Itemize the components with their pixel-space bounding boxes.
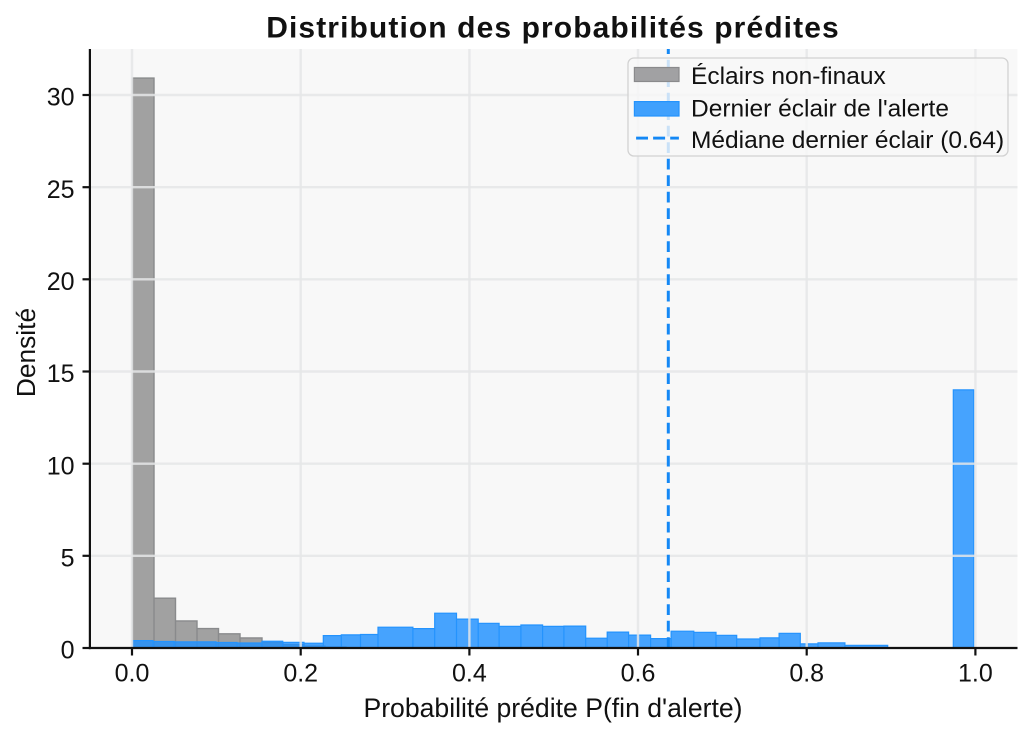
svg-text:Éclairs non-finaux: Éclairs non-finaux bbox=[691, 63, 886, 90]
svg-text:10: 10 bbox=[47, 452, 75, 480]
svg-text:20: 20 bbox=[47, 268, 75, 296]
svg-text:Dernier éclair de l'alerte: Dernier éclair de l'alerte bbox=[691, 96, 949, 123]
svg-text:0: 0 bbox=[61, 637, 75, 665]
svg-text:0.6: 0.6 bbox=[621, 660, 656, 688]
svg-text:0.8: 0.8 bbox=[789, 660, 824, 688]
svg-text:Probabilité prédite P(fin d'al: Probabilité prédite P(fin d'alerte) bbox=[363, 693, 742, 723]
svg-text:30: 30 bbox=[47, 84, 75, 112]
svg-text:Médiane dernier éclair (0.64): Médiane dernier éclair (0.64) bbox=[691, 127, 1004, 154]
svg-text:25: 25 bbox=[47, 176, 75, 204]
svg-text:Densité: Densité bbox=[11, 308, 41, 397]
svg-text:0.2: 0.2 bbox=[283, 660, 318, 688]
svg-text:5: 5 bbox=[61, 544, 75, 572]
svg-text:15: 15 bbox=[47, 360, 75, 388]
svg-text:0.0: 0.0 bbox=[115, 660, 150, 688]
svg-text:0.4: 0.4 bbox=[452, 660, 487, 688]
svg-text:Distribution des probabilités: Distribution des probabilités prédites bbox=[266, 11, 840, 44]
svg-text:1.0: 1.0 bbox=[958, 660, 993, 688]
